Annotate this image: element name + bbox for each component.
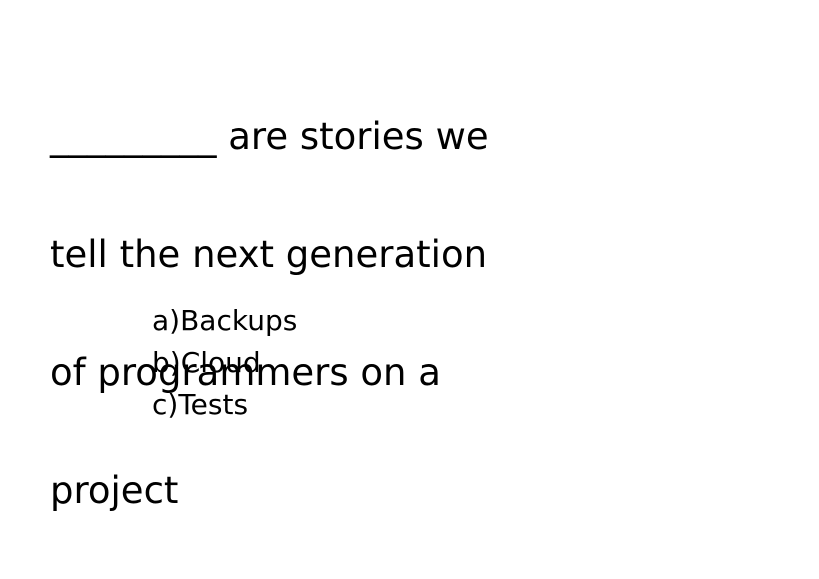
option-c: c)Tests: [152, 388, 249, 421]
option-b: b)Cloud: [152, 346, 261, 379]
question-line: _________ are stories we: [50, 115, 489, 158]
question-line: tell the next generation: [50, 233, 488, 276]
question-text: _________ are stories we tell the next g…: [50, 48, 570, 579]
option-a: a)Backups: [152, 304, 298, 337]
answer-options-list: a)Backups b)Cloud c)Tests: [152, 300, 297, 426]
question-line: project: [50, 469, 179, 512]
question-line: of programmers on a: [50, 351, 441, 394]
